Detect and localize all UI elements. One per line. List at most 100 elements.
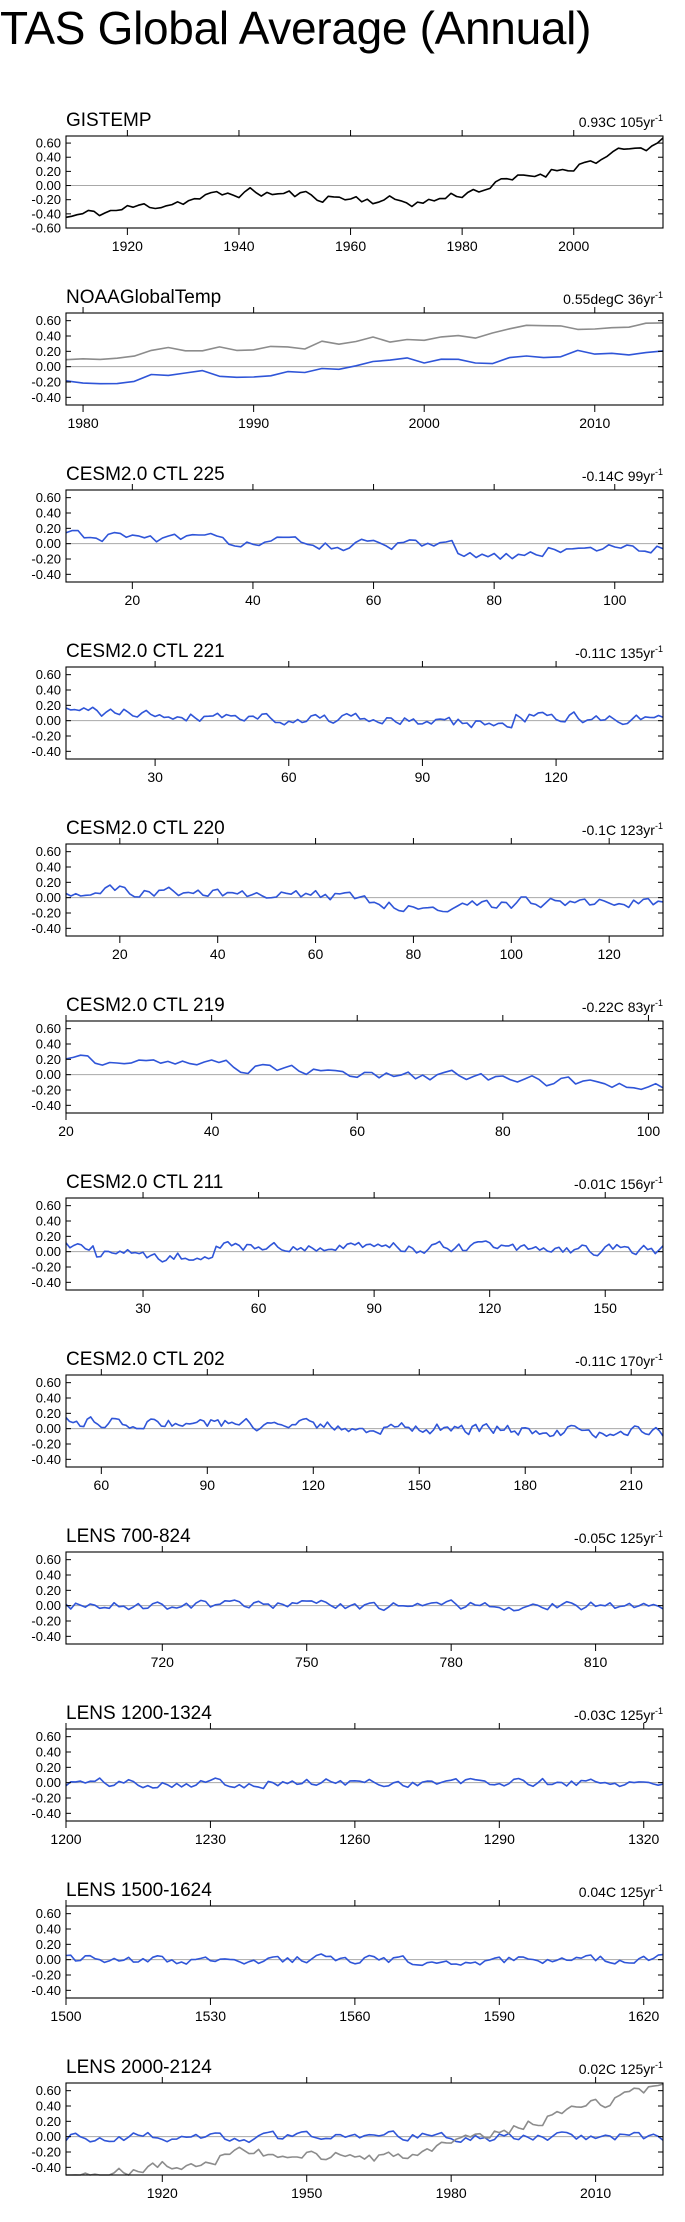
x-tick-label: 1920 xyxy=(147,2185,178,2201)
x-tick-label: 180 xyxy=(514,1477,538,1493)
x-tick-label: 1940 xyxy=(223,238,254,254)
x-tick-label: 120 xyxy=(302,1477,326,1493)
x-tick-label: 60 xyxy=(281,769,297,785)
page-title: TAS Global Average (Annual) xyxy=(0,2,592,54)
y-tick-label: 0.60 xyxy=(36,1021,61,1036)
y-tick-label: 0.60 xyxy=(36,1906,61,1921)
x-tick-label: 40 xyxy=(245,592,261,608)
y-tick-label: 0.60 xyxy=(36,490,61,505)
y-tick-label: 0.40 xyxy=(36,1568,61,1583)
panel-stat-superscript: -1 xyxy=(655,290,663,300)
x-tick-label: 1960 xyxy=(335,238,366,254)
y-tick-label: -0.40 xyxy=(31,1452,61,1467)
series-line xyxy=(65,529,664,560)
y-tick-label: 0.00 xyxy=(36,1421,61,1436)
x-tick-label: 20 xyxy=(112,946,128,962)
y-tick-label: 0.60 xyxy=(36,2083,61,2098)
y-tick-label: -0.40 xyxy=(31,1629,61,1644)
y-tick-label: -0.20 xyxy=(31,906,61,921)
y-tick-label: -0.20 xyxy=(31,375,61,390)
y-tick-label: 0.00 xyxy=(36,1244,61,1259)
panel-title: CESM2.0 CTL 220 xyxy=(66,818,225,839)
x-tick-label: 100 xyxy=(500,946,524,962)
x-tick-label: 1530 xyxy=(195,2008,226,2024)
x-tick-label: 1320 xyxy=(628,1831,659,1847)
chart-panel: CESM2.0 CTL 211 -0.01C 156yr-1-0.40-0.200… xyxy=(31,1172,664,1316)
plot-frame xyxy=(65,1551,664,1645)
chart-panel: CESM2.0 CTL 221 -0.11C 135yr-1-0.40-0.200… xyxy=(31,641,664,785)
y-tick-label: 0.40 xyxy=(36,1922,61,1937)
y-tick-label: 0.20 xyxy=(36,344,61,359)
series-line xyxy=(65,1054,664,1091)
y-tick-label: -0.40 xyxy=(31,206,61,221)
series-line xyxy=(65,1777,664,1790)
series-line xyxy=(65,1416,664,1439)
panel-title: CESM2.0 CTL 225 xyxy=(66,464,225,485)
y-tick-label: 0.20 xyxy=(36,2114,61,2129)
panel-stat: -0.11C 135yr-1 xyxy=(575,644,663,661)
panel-title: LENS 1200-1324 xyxy=(66,1703,212,1724)
y-tick-label: 0.40 xyxy=(36,506,61,521)
y-tick-label: 0.00 xyxy=(36,1598,61,1613)
y-tick-label: -0.40 xyxy=(31,1806,61,1821)
y-tick-label: -0.40 xyxy=(31,567,61,582)
y-tick-label: -0.20 xyxy=(31,552,61,567)
y-tick-label: 0.00 xyxy=(36,1067,61,1082)
x-tick-label: 60 xyxy=(349,1123,365,1139)
plot-frame xyxy=(65,1905,664,1999)
y-tick-label: 0.00 xyxy=(36,2129,61,2144)
y-tick-label: 0.20 xyxy=(36,1760,61,1775)
series-line xyxy=(65,137,664,219)
x-tick-label: 100 xyxy=(637,1123,661,1139)
x-tick-label: 1920 xyxy=(112,238,143,254)
y-tick-label: -0.40 xyxy=(31,921,61,936)
x-tick-label: 60 xyxy=(251,1300,267,1316)
y-tick-label: -0.40 xyxy=(31,744,61,759)
panel-stat: -0.1C 123yr-1 xyxy=(582,821,663,838)
panel-title: CESM2.0 CTL 221 xyxy=(66,641,225,662)
panel-title: LENS 2000-2124 xyxy=(66,2057,212,2078)
x-tick-label: 30 xyxy=(135,1300,151,1316)
x-tick-label: 210 xyxy=(620,1477,644,1493)
panel-stat-superscript: -1 xyxy=(655,821,663,831)
series-line xyxy=(65,1953,664,1967)
panel-stat-superscript: -1 xyxy=(655,644,663,654)
series-line xyxy=(65,1240,664,1263)
x-tick-label: 1990 xyxy=(238,415,269,431)
x-tick-label: 1260 xyxy=(339,1831,370,1847)
panel-stat: -0.14C 99yr-1 xyxy=(582,467,663,484)
plot-frame xyxy=(65,1728,664,1822)
x-tick-label: 1590 xyxy=(484,2008,515,2024)
panel-stat-superscript: -1 xyxy=(655,467,663,477)
plot-frame xyxy=(65,843,664,937)
y-tick-label: 0.40 xyxy=(36,150,61,165)
panel-stat-superscript: -1 xyxy=(655,1175,663,1185)
x-tick-label: 30 xyxy=(147,769,163,785)
x-tick-label: 1500 xyxy=(50,2008,81,2024)
panel-stat-superscript: -1 xyxy=(655,1883,663,1893)
x-tick-label: 90 xyxy=(200,1477,216,1493)
x-tick-label: 2010 xyxy=(580,2185,611,2201)
y-tick-label: 0.60 xyxy=(36,1552,61,1567)
y-tick-label: 0.20 xyxy=(36,1406,61,1421)
y-tick-label: 0.40 xyxy=(36,1214,61,1229)
y-tick-label: -0.20 xyxy=(31,1260,61,1275)
series-line xyxy=(65,706,664,729)
y-tick-label: 0.60 xyxy=(36,1375,61,1390)
x-tick-label: 1560 xyxy=(339,2008,370,2024)
chart-panel: CESM2.0 CTL 225 -0.14C 99yr-1 -0.40-0.20 0.… xyxy=(31,464,664,608)
x-tick-label: 720 xyxy=(151,1654,175,1670)
panel-stat: 0.55degC 36yr-1 xyxy=(563,290,663,307)
y-tick-label: 0.20 xyxy=(36,875,61,890)
panel-stat: 0.02C 125yr-1 xyxy=(579,2060,663,2077)
panel-stat-superscript: -1 xyxy=(655,998,663,1008)
x-tick-label: 1980 xyxy=(436,2185,467,2201)
y-tick-label: -0.20 xyxy=(31,729,61,744)
panel-stat: -0.03C 125yr-1 xyxy=(574,1706,663,1723)
x-tick-label: 120 xyxy=(544,769,568,785)
x-tick-label: 120 xyxy=(478,1300,502,1316)
y-tick-label: -0.40 xyxy=(31,1983,61,1998)
plot-frame xyxy=(65,1374,664,1468)
series-line xyxy=(65,349,664,385)
x-tick-label: 80 xyxy=(406,946,422,962)
